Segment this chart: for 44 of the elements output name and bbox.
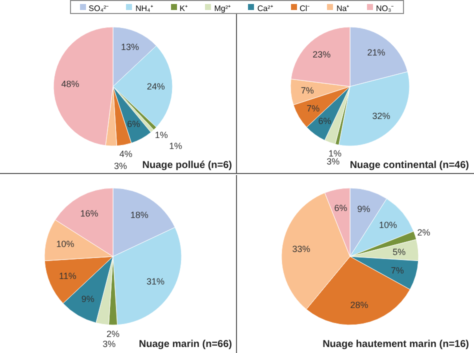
data-label: 5% (392, 246, 406, 257)
legend-label: K⁺ (180, 2, 188, 12)
data-label: 3% (102, 338, 116, 349)
data-label: 16% (80, 208, 98, 218)
data-label: 3% (114, 160, 128, 171)
data-label: 13% (121, 42, 140, 52)
data-label: 11% (59, 271, 76, 282)
data-label: 28% (350, 300, 368, 310)
data-label: 9% (81, 294, 94, 304)
text: Nuage pollué (n=6) (142, 160, 232, 171)
data-label: 1% (328, 148, 342, 158)
data-label: 6% (334, 203, 348, 214)
data-label: 31% (146, 276, 164, 287)
data-label: 9% (357, 204, 370, 214)
data-label: 1% (169, 141, 182, 152)
data-label: 10% (378, 220, 398, 230)
legend-label: SO₄²⁻ (88, 2, 110, 12)
data-label: 10% (56, 239, 74, 250)
legend-label: NO₃⁻ (376, 2, 394, 12)
legend-label: Mg²⁺ (214, 2, 232, 12)
data-label: 18% (130, 210, 148, 220)
text: Nuage continental (n=46) (350, 160, 469, 171)
data-label: 7% (390, 265, 404, 276)
data-label: 7% (300, 86, 314, 96)
data-label: 6% (127, 119, 140, 130)
data-label: 6% (318, 116, 332, 126)
text: Nuage marin (n=66) (138, 339, 232, 350)
legend-label: Cl⁻ (300, 2, 310, 12)
data-label: 24% (146, 82, 165, 92)
data-label: 32% (372, 110, 390, 121)
data-label: 2% (417, 228, 430, 238)
data-label: 2% (106, 329, 120, 339)
data-label: 33% (292, 244, 310, 254)
legend-label: Na⁺ (336, 2, 350, 12)
data-label: 23% (312, 49, 331, 60)
legend-label: NH₄⁺ (135, 2, 154, 12)
data-label: 1% (154, 130, 168, 140)
data-label: 4% (119, 148, 132, 159)
text: Nuage hautement marin (n=16) (322, 339, 469, 350)
data-label: 7% (306, 103, 320, 114)
data-label: 48% (61, 78, 80, 89)
data-label: 21% (367, 48, 386, 58)
data-label: 3% (326, 156, 340, 166)
legend-label: Ca²⁺ (257, 2, 274, 12)
